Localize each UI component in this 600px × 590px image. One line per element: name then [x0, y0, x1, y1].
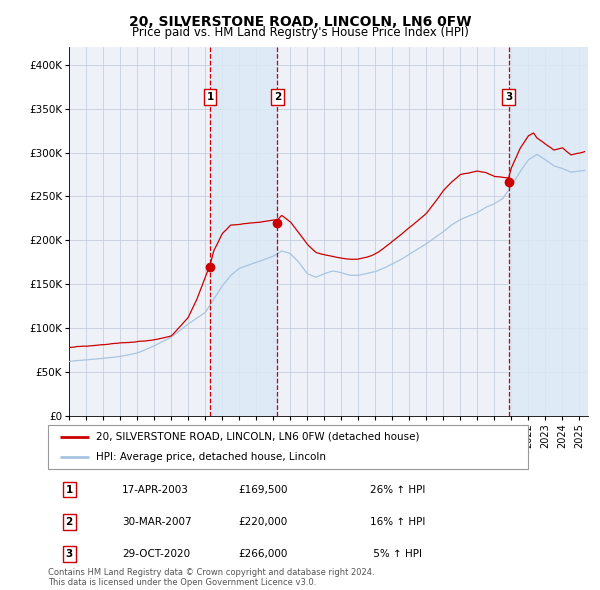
Bar — [210, 47, 277, 416]
Text: Price paid vs. HM Land Registry's House Price Index (HPI): Price paid vs. HM Land Registry's House … — [131, 26, 469, 39]
Text: 1: 1 — [206, 92, 214, 102]
Text: 30-MAR-2007: 30-MAR-2007 — [122, 517, 191, 527]
Text: Contains HM Land Registry data © Crown copyright and database right 2024.
This d: Contains HM Land Registry data © Crown c… — [48, 568, 374, 587]
Text: 20, SILVERSTONE ROAD, LINCOLN, LN6 0FW: 20, SILVERSTONE ROAD, LINCOLN, LN6 0FW — [129, 15, 471, 29]
Text: 2: 2 — [274, 92, 281, 102]
Text: 16% ↑ HPI: 16% ↑ HPI — [370, 517, 425, 527]
Text: £220,000: £220,000 — [238, 517, 287, 527]
Text: 17-APR-2003: 17-APR-2003 — [122, 484, 189, 494]
Text: £266,000: £266,000 — [238, 549, 287, 559]
Text: 29-OCT-2020: 29-OCT-2020 — [122, 549, 190, 559]
Text: 3: 3 — [505, 92, 512, 102]
Text: 1: 1 — [65, 484, 73, 494]
Text: 5% ↑ HPI: 5% ↑ HPI — [370, 549, 422, 559]
Text: 20, SILVERSTONE ROAD, LINCOLN, LN6 0FW (detached house): 20, SILVERSTONE ROAD, LINCOLN, LN6 0FW (… — [96, 432, 419, 442]
Text: 26% ↑ HPI: 26% ↑ HPI — [370, 484, 425, 494]
Bar — [509, 47, 588, 416]
FancyBboxPatch shape — [48, 425, 528, 469]
Text: 3: 3 — [65, 549, 73, 559]
Text: 2: 2 — [65, 517, 73, 527]
Text: HPI: Average price, detached house, Lincoln: HPI: Average price, detached house, Linc… — [96, 452, 326, 462]
Text: £169,500: £169,500 — [238, 484, 287, 494]
